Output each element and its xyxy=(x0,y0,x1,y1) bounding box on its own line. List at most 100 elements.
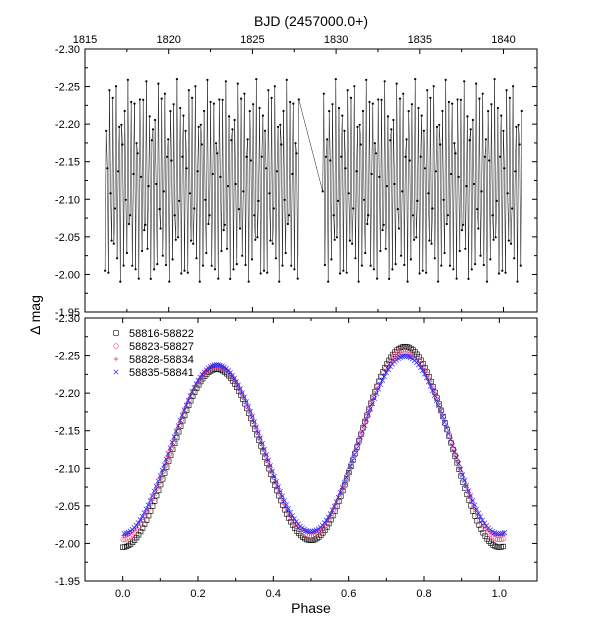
phased-point xyxy=(447,437,454,443)
phased-point xyxy=(492,536,499,542)
phased-point xyxy=(121,531,127,537)
phased-point xyxy=(231,375,237,381)
phased-point xyxy=(243,399,249,405)
light-curve-point xyxy=(322,92,325,95)
light-curve-point xyxy=(183,269,186,272)
light-curve-point xyxy=(489,258,492,261)
phased-point xyxy=(260,446,266,452)
light-curve-point xyxy=(459,98,462,101)
light-curve-point xyxy=(164,263,168,267)
phased-point xyxy=(427,383,434,389)
light-curve-point xyxy=(171,258,174,261)
light-curve-point xyxy=(438,123,441,126)
phased-point xyxy=(175,423,181,429)
phased-point xyxy=(502,529,508,535)
light-curve-point xyxy=(396,208,399,211)
phased-point xyxy=(433,397,440,404)
light-curve-point xyxy=(139,175,143,178)
light-curve-point xyxy=(133,102,136,105)
phased-point xyxy=(157,473,163,479)
phased-point xyxy=(347,463,353,469)
phased-point xyxy=(277,488,283,494)
light-curve-point xyxy=(190,239,193,242)
phased-point xyxy=(193,381,199,387)
legend-item: 58835-58841 xyxy=(113,367,194,379)
phased-point xyxy=(475,510,482,516)
phased-point xyxy=(235,382,241,388)
light-curve-point xyxy=(259,272,262,275)
light-curve-point xyxy=(456,98,459,101)
light-curve-point xyxy=(503,167,506,170)
light-curve-point xyxy=(478,97,481,100)
phased-point xyxy=(245,403,251,409)
light-curve-point xyxy=(162,190,165,193)
light-curve-point xyxy=(408,159,411,162)
light-curve-point xyxy=(455,277,458,280)
light-curve-point xyxy=(406,280,409,283)
light-curve-point xyxy=(483,155,486,158)
legend-item: 58816-58822 xyxy=(113,328,194,340)
light-curve-point xyxy=(246,138,249,141)
light-curve-point xyxy=(427,192,430,195)
phased-point xyxy=(387,364,393,370)
light-curve-point xyxy=(345,271,348,274)
light-curve-point xyxy=(196,170,199,173)
phased-point xyxy=(262,452,268,458)
light-curve-point xyxy=(364,251,367,255)
light-curve-point xyxy=(137,277,140,280)
phased-point xyxy=(291,516,297,522)
light-curve-point xyxy=(207,222,210,226)
light-curve-point xyxy=(180,272,183,275)
phased-point xyxy=(258,441,264,447)
phased-point xyxy=(143,506,149,512)
legend-label: 58828-58834 xyxy=(129,354,194,366)
light-curve-point xyxy=(192,242,195,245)
light-curve-point xyxy=(292,102,295,105)
phased-point xyxy=(346,470,352,476)
light-curve-point xyxy=(384,247,387,250)
phased-point xyxy=(247,408,253,414)
light-curve-point xyxy=(490,103,493,106)
light-curve-point xyxy=(344,167,347,170)
phased-point xyxy=(361,422,367,429)
light-curve-point xyxy=(448,264,452,267)
light-curve-point xyxy=(508,96,511,99)
light-curve-point xyxy=(351,242,354,245)
bottom-x-tick-label: 0.4 xyxy=(266,588,281,600)
light-curve-point xyxy=(509,242,513,245)
phased-point xyxy=(139,513,145,519)
light-curve-point xyxy=(494,236,497,239)
light-curve-point xyxy=(487,110,490,113)
light-curve-point xyxy=(194,85,197,88)
light-curve-point xyxy=(390,128,393,131)
light-curve-point xyxy=(104,269,107,272)
phased-point xyxy=(256,435,262,441)
phased-point xyxy=(261,446,267,452)
top-y-tick-label: -2.25 xyxy=(55,82,80,94)
phased-point xyxy=(169,439,175,445)
light-curve-point xyxy=(326,138,329,141)
light-curve-point xyxy=(291,172,294,176)
light-curve-point xyxy=(331,103,334,106)
light-curve-point xyxy=(255,78,258,81)
light-curve-point xyxy=(234,182,237,186)
light-curve-point xyxy=(381,229,384,232)
phased-point xyxy=(152,490,158,496)
light-curve-point xyxy=(432,85,435,88)
light-curve-point xyxy=(421,269,424,272)
phased-point xyxy=(275,483,281,490)
light-curve-point xyxy=(191,96,194,99)
light-curve-point xyxy=(411,214,415,217)
phased-point xyxy=(463,483,470,489)
light-curve-point xyxy=(123,109,126,113)
bottom-x-tick-label: 0.8 xyxy=(416,588,431,600)
light-curve-point xyxy=(158,208,161,211)
light-curve-point xyxy=(257,199,260,202)
phased-point xyxy=(385,367,391,373)
light-curve-point xyxy=(520,109,523,113)
light-curve-point xyxy=(367,214,370,217)
light-curve-point xyxy=(266,271,269,274)
light-curve-point xyxy=(126,78,129,81)
phased-point xyxy=(264,458,270,464)
light-curve-point xyxy=(155,182,158,186)
